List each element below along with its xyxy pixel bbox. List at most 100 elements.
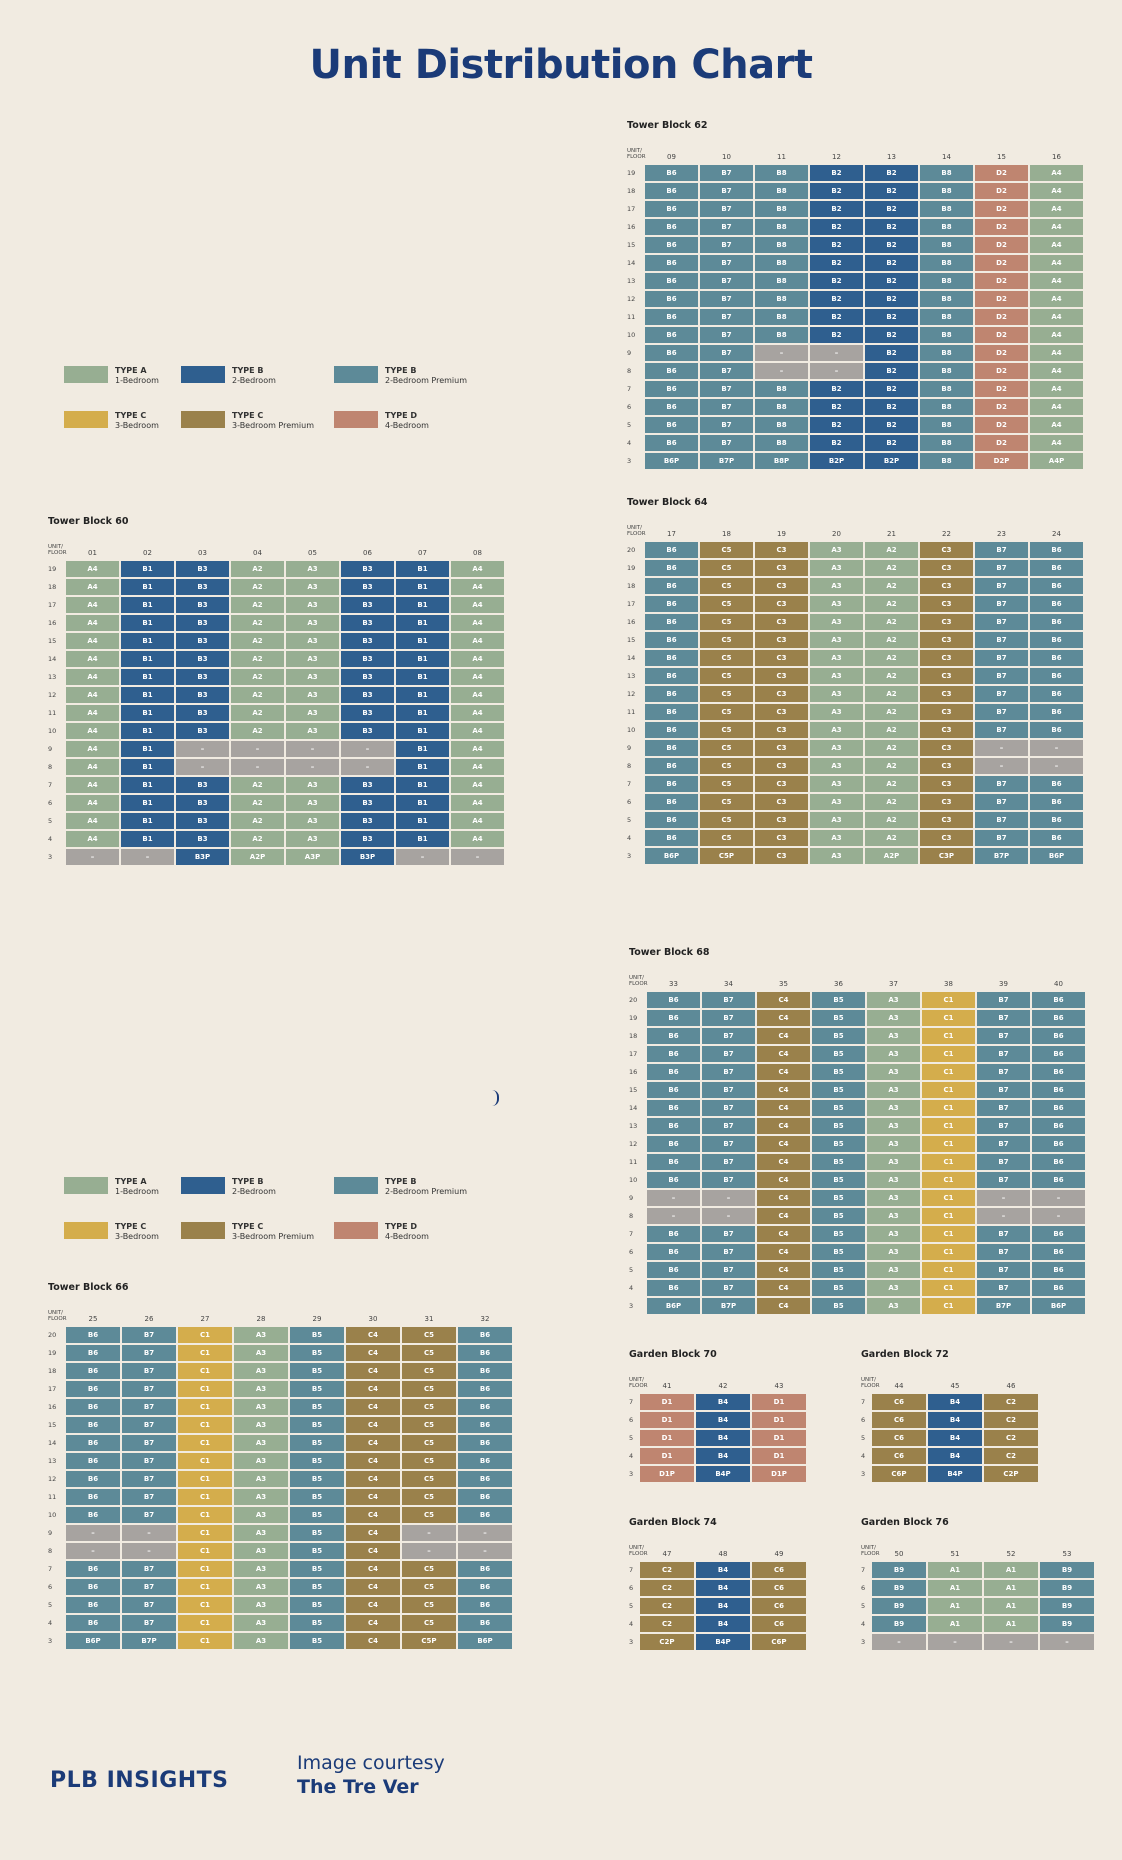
unit-cell: B6 [646, 1279, 701, 1297]
unit-cell: C3 [754, 595, 809, 613]
unit-cell: B6P [1029, 847, 1084, 865]
unit-cell: C4 [345, 1380, 401, 1398]
unit-cell: B3 [340, 614, 395, 632]
unit-cell: A2 [230, 794, 285, 812]
column-header: 52 [1006, 1550, 1016, 1558]
unit-cell: C5 [699, 703, 754, 721]
legend-desc: 1-Bedroom [115, 376, 159, 385]
unit-cell: C5 [699, 775, 754, 793]
unit-cell: A4 [65, 578, 120, 596]
unit-cell: B6 [65, 1344, 121, 1362]
floor-label: 10 [627, 726, 636, 734]
unit-cell: – [754, 362, 809, 380]
unit-cell: A2 [864, 559, 919, 577]
unit-cell: A2 [230, 560, 285, 578]
unit-cell: B3 [340, 722, 395, 740]
legend-swatch [64, 1177, 108, 1194]
unit-cell: B7 [121, 1506, 177, 1524]
unit-cell: B7 [974, 685, 1029, 703]
column-header: 15 [997, 153, 1006, 161]
unit-cell: A3 [809, 631, 864, 649]
unit-cell: B1 [395, 758, 450, 776]
unit-cell: B2 [864, 200, 919, 218]
unit-cell: C4 [345, 1488, 401, 1506]
column-header: 31 [424, 1315, 434, 1323]
unit-cell: B1 [395, 596, 450, 614]
floor-label: 12 [627, 690, 636, 698]
unit-cell: B8 [919, 164, 974, 182]
floor-label: 6 [627, 403, 632, 411]
floor-label: 18 [629, 1032, 638, 1040]
unit-cell: C4 [756, 1243, 811, 1261]
unit-cell: A4 [1029, 200, 1084, 218]
unit-cell: C6 [751, 1561, 807, 1579]
unit-cell: B7 [974, 595, 1029, 613]
unit-cell: B2 [864, 380, 919, 398]
unit-cell: A3 [809, 793, 864, 811]
legend-swatch [334, 1222, 378, 1239]
unit-cell: A4 [65, 686, 120, 704]
unit-cell: B2 [809, 308, 864, 326]
unit-cell: B5 [811, 1027, 866, 1045]
unit-cell: B9 [871, 1579, 927, 1597]
block-title: Tower Block 60 [48, 516, 129, 527]
unit-cell: A3 [866, 1261, 921, 1279]
unit-cell: C4 [756, 1153, 811, 1171]
unit-cell: D2 [974, 362, 1029, 380]
floor-label: 4 [629, 1620, 634, 1628]
unit-cell: B8 [919, 254, 974, 272]
unit-cell: A2 [230, 650, 285, 668]
unit-cell: C3 [754, 811, 809, 829]
unit-cell: A2 [864, 667, 919, 685]
unit-cell: B6 [644, 793, 699, 811]
floor-label: 10 [627, 331, 636, 339]
floor-label: 8 [629, 1212, 634, 1220]
unit-cell: A4 [65, 830, 120, 848]
unit-cell: A2 [864, 577, 919, 595]
floor-label: 6 [629, 1248, 634, 1256]
block-title: Garden Block 76 [861, 1517, 949, 1528]
floor-label: 14 [627, 654, 636, 662]
unit-cell: C1 [177, 1524, 233, 1542]
floor-label: 7 [48, 1565, 53, 1573]
block-title: Garden Block 72 [861, 1349, 949, 1360]
unit-cell: C2 [639, 1597, 695, 1615]
unit-cell: B2 [864, 182, 919, 200]
column-header: 13 [887, 153, 896, 161]
unit-cell: B6 [1029, 721, 1084, 739]
unit-cell: – [1031, 1189, 1086, 1207]
floor-label: 4 [629, 1452, 634, 1460]
unit-cell: – [65, 848, 120, 866]
unit-cell: B7 [699, 218, 754, 236]
unit-cell: B2 [809, 398, 864, 416]
unit-cell: C3 [754, 757, 809, 775]
unit-cell: B4 [695, 1447, 751, 1465]
unit-cell: B6 [1029, 631, 1084, 649]
column-header: 21 [887, 530, 896, 538]
unit-cell: C4 [345, 1452, 401, 1470]
floor-label: 5 [48, 1601, 53, 1609]
unit-cell: B5 [289, 1470, 345, 1488]
column-header: 36 [834, 980, 843, 988]
column-header: 41 [662, 1382, 672, 1390]
column-header: 22 [942, 530, 951, 538]
unit-cell: A3 [809, 685, 864, 703]
unit-cell: B7 [699, 182, 754, 200]
unit-cell: C3 [754, 829, 809, 847]
unit-cell: B6 [65, 1380, 121, 1398]
unit-cell: C5 [699, 757, 754, 775]
unit-cell: A4 [450, 794, 505, 812]
unit-cell: C3 [919, 739, 974, 757]
unit-cell: B9 [1039, 1597, 1095, 1615]
column-header: 53 [1062, 1550, 1072, 1558]
floor-label: 16 [627, 618, 636, 626]
unit-cell: A4 [1029, 362, 1084, 380]
unit-cell: B5 [289, 1326, 345, 1344]
unit-cell: A3 [866, 1243, 921, 1261]
column-header: 12 [832, 153, 841, 161]
unit-cell: A3 [233, 1344, 289, 1362]
unit-cell: B5 [811, 1171, 866, 1189]
unit-cell: C5 [401, 1578, 457, 1596]
unit-cell: B7 [701, 1153, 756, 1171]
unit-cell: B7 [976, 1027, 1031, 1045]
